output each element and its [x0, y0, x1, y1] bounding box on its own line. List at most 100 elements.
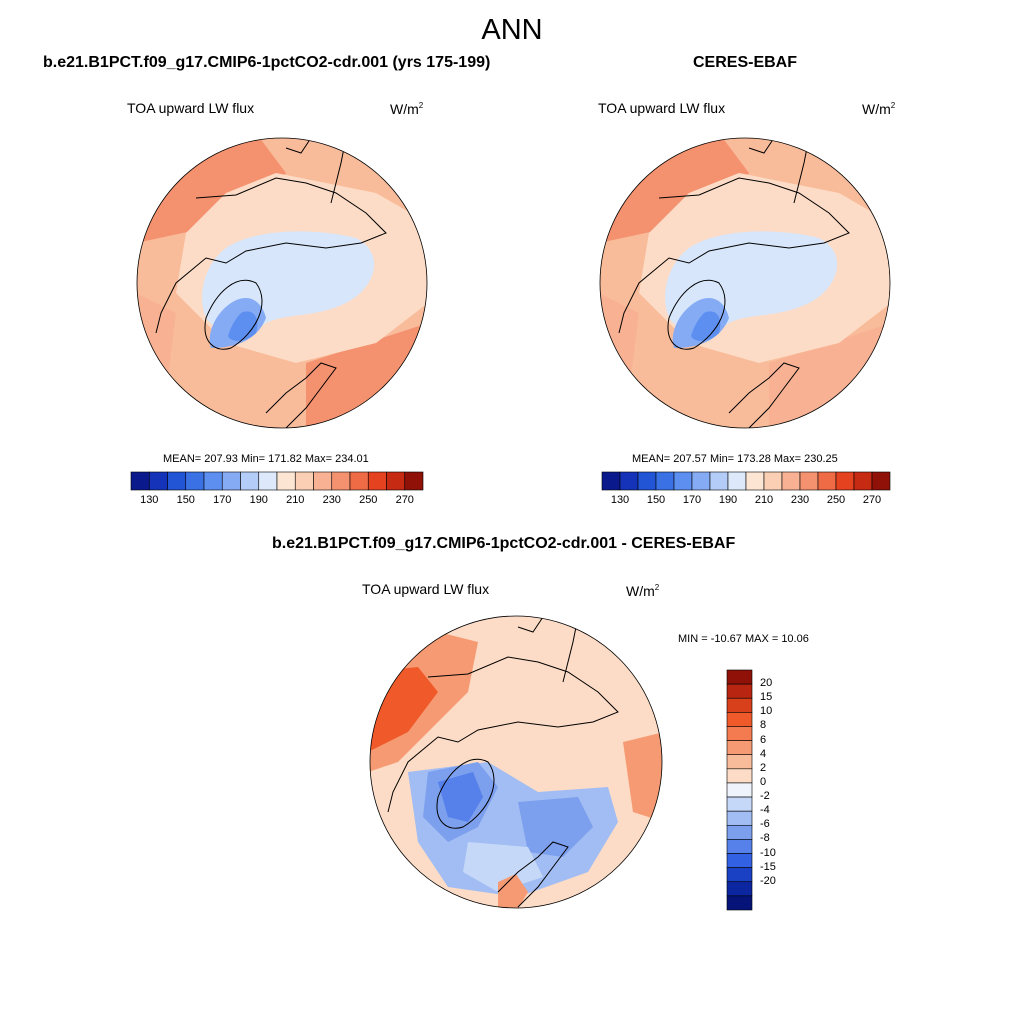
colorbar-swatch: [637, 471, 657, 491]
colorbar-tick-label: 130: [610, 494, 630, 506]
colorbar-tick-label: 4: [760, 747, 767, 760]
colorbar-tick-label: 190: [718, 494, 738, 506]
units-model: W/m2: [390, 101, 424, 117]
colorbar-obs-ticks: 130 150 170 190 210 230 250 270: [602, 494, 890, 508]
colorbar-tick-label: 150: [646, 494, 666, 506]
colorbar-swatch: [386, 471, 406, 491]
colorbar-swatch: [871, 471, 891, 491]
colorbar-swatch: [185, 471, 205, 491]
colorbar-tick-label: 0: [760, 775, 767, 788]
colorbar-tick-label: -4: [760, 804, 770, 817]
colorbar-swatch: [130, 471, 150, 491]
colorbar-tick-label: 6: [760, 733, 767, 746]
colorbar-swatch: [673, 471, 693, 491]
colorbar-swatch: [709, 471, 729, 491]
colorbar-tick-label: 130: [140, 494, 159, 506]
colorbar-swatch: [726, 853, 753, 868]
colorbar-swatch: [294, 471, 314, 491]
colorbar-swatch: [691, 471, 711, 491]
colorbar-swatch: [726, 768, 753, 784]
colorbar-tick-label: -10: [760, 846, 776, 859]
colorbar-tick-label: 230: [322, 494, 341, 506]
colorbar-swatch: [367, 471, 387, 491]
colorbar-swatch: [203, 471, 223, 491]
colorbar-swatch: [726, 881, 753, 897]
colorbar-swatch: [727, 471, 747, 491]
colorbar-swatch: [726, 740, 753, 756]
stats-diff: MIN = -10.67 MAX = 10.06: [678, 633, 809, 645]
colorbar-swatch: [726, 895, 753, 911]
colorbar-swatch: [240, 471, 260, 491]
colorbar-obs: [601, 471, 891, 491]
colorbar-swatch: [726, 810, 753, 826]
colorbar-tick-label: 250: [826, 494, 846, 506]
colorbar-swatch: [763, 471, 783, 491]
colorbar-tick-label: 2: [760, 761, 767, 774]
colorbar-swatch: [258, 471, 278, 491]
colorbar-tick-label: 8: [760, 719, 767, 732]
units-obs: W/m2: [862, 101, 896, 117]
panel-title-obs: CERES-EBAF: [693, 54, 798, 71]
colorbar-swatch: [726, 683, 753, 699]
colorbar-swatch: [726, 697, 753, 713]
colorbar-swatch: [726, 782, 753, 798]
colorbar-swatch: [726, 796, 753, 812]
colorbar-model: [130, 471, 424, 491]
colorbar-swatch: [835, 471, 855, 491]
polar-map-model: [136, 137, 428, 429]
colorbar-swatch: [601, 471, 621, 491]
colorbar-swatch: [276, 471, 296, 491]
colorbar-tick-label: 190: [249, 494, 268, 506]
colorbar-swatch: [853, 471, 873, 491]
colorbar-swatch: [167, 471, 187, 491]
colorbar-swatch: [726, 867, 753, 883]
colorbar-tick-label: 270: [395, 494, 414, 506]
panel-title-diff: b.e21.B1PCT.f09_g17.CMIP6-1pctCO2-cdr.00…: [272, 535, 736, 552]
colorbar-tick-label: -6: [760, 818, 770, 831]
colorbar-model-ticks: 130 150 170 190 210 230 250 270: [131, 494, 423, 508]
panel-title-model: b.e21.B1PCT.f09_g17.CMIP6-1pctCO2-cdr.00…: [43, 54, 491, 71]
colorbar-swatch: [726, 712, 753, 727]
colorbar-swatch: [313, 471, 333, 491]
polar-map-diff: [369, 615, 663, 909]
colorbar-swatch: [799, 471, 819, 491]
colorbar-tick-label: -15: [760, 860, 776, 873]
colorbar-tick-label: 10: [760, 705, 773, 718]
colorbar-swatch: [148, 471, 168, 491]
colorbar-tick-label: -20: [760, 874, 776, 887]
colorbar-swatch: [781, 471, 801, 491]
colorbar-swatch: [404, 471, 424, 491]
colorbar-diff: [726, 669, 753, 911]
colorbar-tick-label: 210: [754, 494, 774, 506]
colorbar-tick-label: 170: [213, 494, 232, 506]
polar-map-obs: [599, 137, 891, 429]
colorbar-tick-label: 270: [862, 494, 882, 506]
stats-model: MEAN= 207.93 Min= 171.82 Max= 234.01: [163, 453, 369, 465]
colorbar-swatch: [619, 471, 639, 491]
colorbar-swatch: [726, 839, 753, 854]
variable-label-obs: TOA upward LW flux: [598, 100, 726, 116]
colorbar-tick-label: 210: [286, 494, 305, 506]
colorbar-swatch: [726, 824, 753, 840]
colorbar-tick-label: -8: [760, 832, 770, 845]
colorbar-swatch: [817, 471, 837, 491]
units-diff: W/m2: [626, 583, 660, 599]
colorbar-swatch: [349, 471, 369, 491]
colorbar-swatch: [745, 471, 765, 491]
colorbar-swatch: [726, 669, 753, 685]
colorbar-swatch: [726, 726, 753, 741]
colorbar-tick-label: 170: [682, 494, 702, 506]
colorbar-tick-label: 150: [176, 494, 195, 506]
colorbar-tick-label: 250: [359, 494, 378, 506]
variable-label-model: TOA upward LW flux: [127, 100, 255, 116]
colorbar-swatch: [655, 471, 675, 491]
colorbar-tick-label: 15: [760, 691, 773, 704]
colorbar-swatch: [726, 754, 753, 770]
colorbar-tick-label: 20: [760, 677, 773, 690]
variable-label-diff: TOA upward LW flux: [362, 581, 490, 597]
colorbar-swatch: [221, 471, 241, 491]
main-title: ANN: [481, 14, 543, 46]
stats-obs: MEAN= 207.57 Min= 173.28 Max= 230.25: [632, 453, 838, 465]
colorbar-tick-label: 230: [790, 494, 810, 506]
colorbar-diff-ticks: 20 15 10 8 6 4 2 0 -2 -4 -6 -8 -10 -15 -20: [760, 670, 800, 910]
